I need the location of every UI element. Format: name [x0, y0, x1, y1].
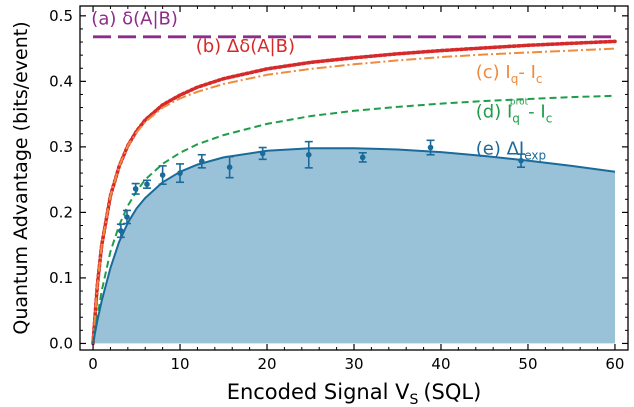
data-marker — [177, 170, 183, 176]
x-tick-label: 0 — [88, 355, 98, 373]
series-e-label-part: (e) ΔI — [476, 139, 524, 160]
data-marker — [159, 172, 166, 178]
x-tick-label: 30 — [344, 355, 363, 373]
data-marker — [427, 144, 434, 151]
data-point — [116, 223, 125, 239]
x-axis-label-main: Encoded Signal V — [227, 380, 410, 404]
data-point — [176, 163, 185, 184]
x-tick-label: 60 — [605, 355, 624, 373]
series-a-label-part: (a) δ(A|B) — [91, 8, 178, 29]
data-marker — [118, 227, 124, 234]
data-point — [426, 139, 435, 156]
series-d-label-part: (d) I — [476, 101, 513, 122]
data-marker — [259, 150, 266, 157]
data-point — [131, 182, 140, 195]
y-tick-label: 0.4 — [49, 72, 73, 90]
series-d-label-part: q — [512, 111, 520, 125]
y-tick-label: 0.2 — [49, 203, 73, 221]
data-marker — [124, 214, 130, 220]
data-point — [158, 165, 167, 186]
x-axis-label-unit: (SQL) — [423, 380, 481, 404]
series-c-label: (c) Iq- Ic — [476, 62, 543, 86]
series-b-label: (b) Δδ(A|B) — [196, 36, 295, 57]
y-tick-label: 0.5 — [49, 7, 73, 25]
series-c-label-part: c — [536, 72, 543, 86]
series-d-label-part: - I — [528, 101, 546, 122]
series-c-label-part: (c) I — [476, 62, 511, 83]
data-marker — [305, 151, 312, 158]
data-marker — [359, 154, 366, 161]
series-d-label: (d) Iq prot- Ic — [476, 97, 553, 125]
series-c-line — [92, 47, 616, 344]
series-d-label-part: c — [546, 111, 553, 125]
x-tick-label: 10 — [170, 355, 189, 373]
y-axis-label: Quantum Advantage (bits/event) — [10, 21, 32, 334]
data-marker — [226, 164, 233, 170]
data-point — [122, 209, 131, 225]
series-c-label-part: - I — [518, 62, 536, 83]
data-point — [197, 153, 206, 169]
y-tick-label: 0.0 — [49, 334, 73, 352]
series-e-label-part: exp — [524, 149, 546, 163]
y-tick-label: 0.3 — [49, 138, 73, 156]
data-point — [258, 146, 267, 161]
data-marker — [198, 158, 205, 165]
data-point — [304, 140, 313, 169]
series-d-line — [92, 94, 616, 344]
data-point — [142, 179, 151, 189]
x-tick-label: 40 — [431, 355, 450, 373]
series-b-label-part: (b) Δδ(A|B) — [196, 36, 295, 57]
data-marker — [518, 157, 524, 164]
series-e-line — [92, 147, 616, 344]
data-point — [358, 151, 367, 163]
y-tick-label: 0.1 — [49, 269, 73, 287]
data-marker — [132, 186, 139, 192]
x-tick-label: 50 — [518, 355, 537, 373]
x-axis-label: Encoded Signal VS (SQL) — [227, 380, 482, 407]
series-d-label-part: prot — [510, 97, 529, 107]
series-c-label-part: q — [511, 72, 519, 86]
data-point — [225, 155, 234, 179]
data-point — [517, 153, 526, 168]
x-tick-label: 20 — [257, 355, 276, 373]
series-e-area — [93, 148, 615, 344]
series-e-label: (e) ΔIexp — [476, 139, 546, 163]
x-axis-label-subscript: S — [409, 392, 418, 407]
data-marker — [144, 181, 150, 188]
series-a-label: (a) δ(A|B) — [91, 8, 178, 29]
